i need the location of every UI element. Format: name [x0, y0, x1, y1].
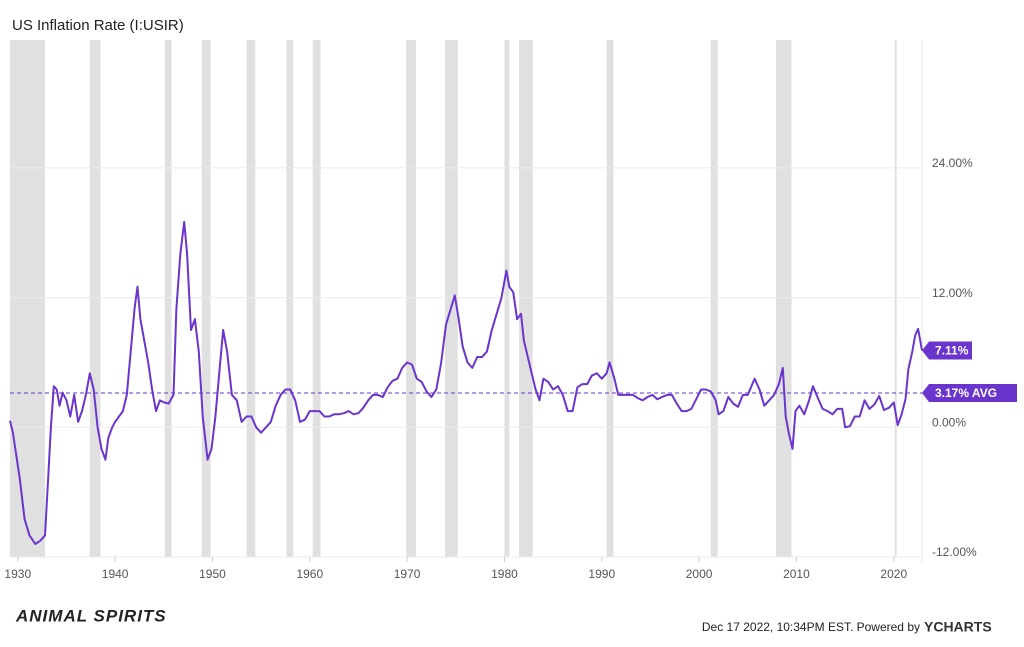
x-tick-label: 2000 — [686, 567, 713, 581]
x-tick-label: 1980 — [491, 567, 518, 581]
x-tick-label: 2010 — [783, 567, 810, 581]
x-tick-label: 1970 — [394, 567, 421, 581]
x-tick-label: 1950 — [199, 567, 226, 581]
chart-title: US Inflation Rate (I:USIR) — [12, 17, 184, 34]
average-label-box — [922, 384, 1017, 403]
recession-band — [710, 40, 718, 557]
recession-band — [89, 40, 101, 557]
recession-band — [504, 40, 510, 557]
brand-logo: ANIMAL SPIRITS — [15, 606, 167, 625]
recession-band — [201, 40, 211, 557]
recession-band — [406, 40, 416, 557]
recession-band — [10, 40, 46, 557]
last-value-label: 7.11% — [935, 344, 969, 358]
inflation-line — [9, 220, 923, 545]
recession-band — [312, 40, 321, 557]
x-tick-label: 1930 — [4, 567, 31, 581]
y-tick-label: 0.00% — [932, 415, 966, 429]
recession-band — [286, 40, 294, 557]
credit: Dec 17 2022, 10:34PM EST. Powered by — [702, 620, 920, 634]
y-tick-label: 24.00% — [932, 156, 973, 170]
y-tick-label: -12.00% — [932, 545, 977, 559]
recession-band — [164, 40, 172, 557]
last-value-label-box — [922, 341, 972, 360]
x-tick-label: 1940 — [102, 567, 129, 581]
recession-band — [894, 40, 897, 557]
ycharts-logo: YCHARTS — [924, 619, 992, 635]
x-tick-label: 1960 — [296, 567, 323, 581]
x-tick-label: 2020 — [880, 567, 907, 581]
recession-band — [606, 40, 614, 557]
x-tick-label: 1990 — [588, 567, 615, 581]
average-label: 3.17% AVG — [935, 386, 997, 400]
recession-band — [519, 40, 533, 557]
y-tick-label: 12.00% — [932, 286, 973, 300]
plot-area — [9, 40, 923, 558]
recession-band — [776, 40, 792, 557]
recession-band — [246, 40, 256, 557]
